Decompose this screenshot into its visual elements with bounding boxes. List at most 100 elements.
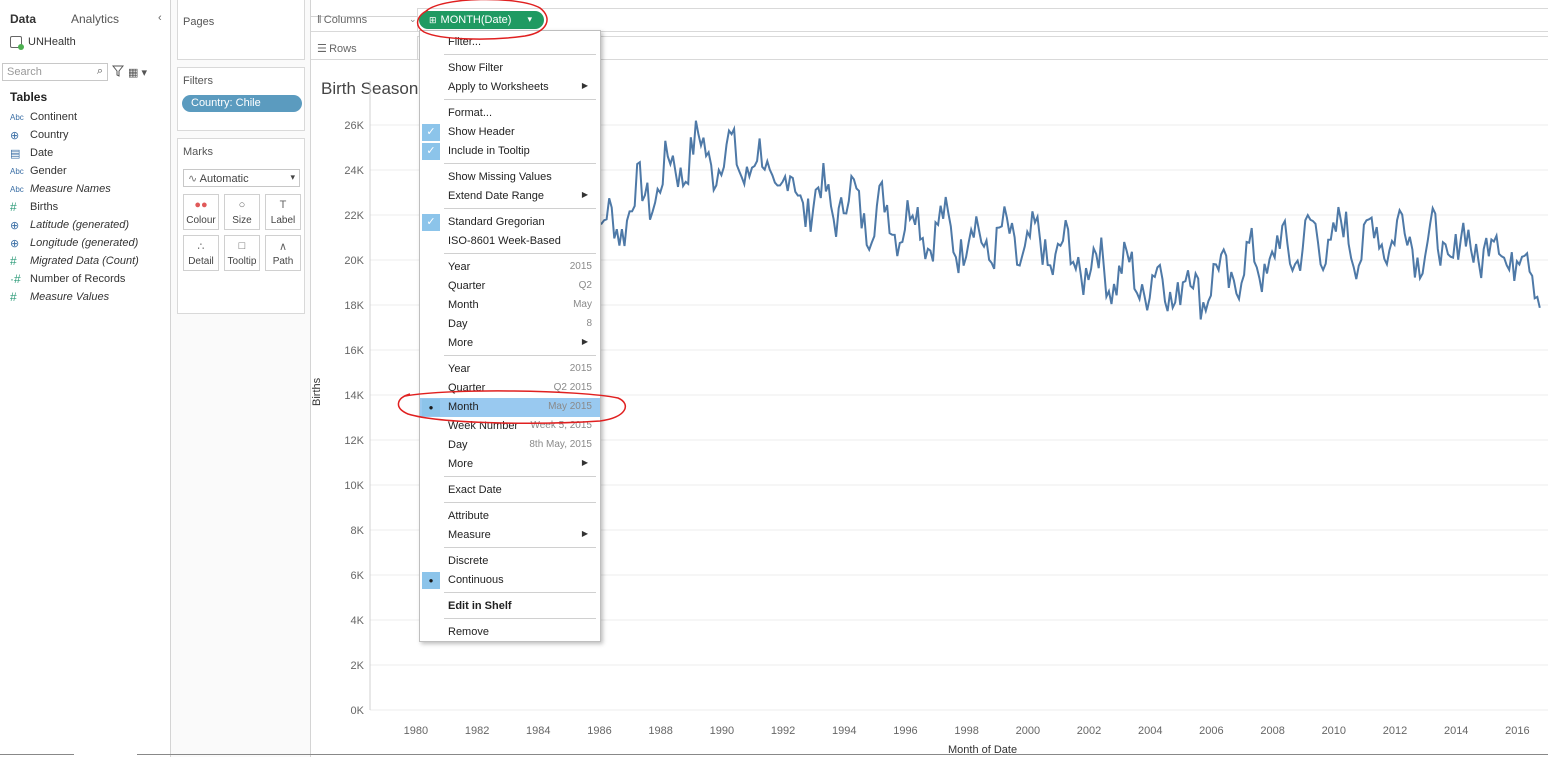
- bottom-divider: [0, 754, 74, 755]
- menu-item-label: Month: [448, 299, 479, 311]
- field-number-of-records[interactable]: ·# Number of Records: [10, 270, 170, 288]
- menu-item-include-in-tooltip[interactable]: ✓ Include in Tooltip: [420, 142, 600, 161]
- checkmark-icon: ✓: [422, 143, 440, 160]
- datasource[interactable]: UNHealth: [10, 36, 76, 50]
- filter-icon[interactable]: [111, 65, 125, 80]
- x-tick-label: 1992: [771, 725, 795, 737]
- menu-item-month[interactable]: Month May: [420, 296, 600, 315]
- field-births[interactable]: # Births: [10, 198, 170, 216]
- menu-item-year[interactable]: Year 2015: [420, 360, 600, 379]
- mark-colour-button[interactable]: ●● Colour: [183, 194, 219, 230]
- menu-item-quarter[interactable]: Quarter Q2: [420, 277, 600, 296]
- collapse-pane-icon[interactable]: ‹: [158, 12, 162, 24]
- mark-path-button[interactable]: ∧ Path: [265, 235, 301, 271]
- calendar-icon: ▤: [10, 147, 21, 160]
- y-tick-label: 6K: [351, 570, 365, 582]
- search-input[interactable]: Search ⌕: [2, 63, 108, 81]
- x-tick-label: 2000: [1016, 725, 1040, 737]
- rows-label-text: Rows: [329, 43, 357, 55]
- menu-item-more[interactable]: More ▶: [420, 334, 600, 353]
- mark-label-button[interactable]: T Label: [265, 194, 301, 230]
- menu-item-label: Continuous: [448, 574, 504, 586]
- menu-item-label: Quarter: [448, 280, 486, 292]
- y-tick-label: 20K: [344, 255, 364, 267]
- menu-item-day[interactable]: Day 8: [420, 315, 600, 334]
- chevron-down-icon: ▾: [290, 172, 295, 182]
- x-tick-label: 1986: [587, 725, 611, 737]
- marks-card: Marks ∿ Automatic ▾ ●● Colour ○ Size T Label ∴…: [177, 138, 305, 314]
- menu-item-remove[interactable]: Remove: [420, 623, 600, 642]
- menu-item-label: More: [448, 337, 474, 349]
- menu-item-month[interactable]: ● Month May 2015: [420, 398, 600, 417]
- menu-item-label: Year: [448, 261, 471, 273]
- menu-item-edit-in-shelf[interactable]: Edit in Shelf: [420, 597, 600, 616]
- menu-item-label: Discrete: [448, 555, 489, 567]
- menu-item-year[interactable]: Year 2015: [420, 258, 600, 277]
- x-axis-label: Month of Date: [948, 744, 1018, 756]
- field-continent[interactable]: Abc Continent: [10, 108, 170, 126]
- field-date[interactable]: ▤ Date: [10, 144, 170, 162]
- menu-item-label: Year: [448, 363, 471, 375]
- filter-pill-country[interactable]: Country: Chile: [182, 95, 302, 112]
- menu-item-show-filter[interactable]: Show Filter: [420, 59, 600, 78]
- x-tick-label: 2002: [1077, 725, 1101, 737]
- field-measure-names[interactable]: Abc Measure Names: [10, 180, 170, 198]
- menu-item-show-header[interactable]: ✓ Show Header: [420, 123, 600, 142]
- field-measure-values[interactable]: # Measure Values: [10, 288, 170, 306]
- field-name: Measure Names: [30, 183, 111, 195]
- field-name: Date: [30, 147, 54, 159]
- radio-dot-icon: ●: [422, 399, 440, 416]
- field-migrated-data-count-[interactable]: # Migrated Data (Count): [10, 252, 170, 270]
- tab-analytics[interactable]: Analytics: [71, 12, 120, 26]
- menu-item-quarter[interactable]: Quarter Q2 2015: [420, 379, 600, 398]
- field-latitude-generated-[interactable]: ⊕ Latitude (generated): [10, 216, 170, 234]
- menu-item-attribute[interactable]: Attribute: [420, 507, 600, 526]
- radio-dot-icon: ●: [422, 572, 440, 589]
- menu-item-standard-gregorian[interactable]: ✓ Standard Gregorian: [420, 213, 600, 232]
- menu-item-apply-to-worksheets[interactable]: Apply to Worksheets ▶: [420, 78, 600, 97]
- field-gender[interactable]: Abc Gender: [10, 162, 170, 180]
- x-tick-label: 1990: [710, 725, 734, 737]
- menu-item-value: May 2015: [548, 401, 592, 412]
- mark-detail-button[interactable]: ∴ Detail: [183, 235, 219, 271]
- number-type-icon: #: [10, 254, 17, 268]
- menu-item-label: Format...: [448, 107, 493, 119]
- menu-item-extend-date-range[interactable]: Extend Date Range ▶: [420, 187, 600, 206]
- menu-item-discrete[interactable]: Discrete: [420, 552, 600, 571]
- menu-item-exact-date[interactable]: Exact Date: [420, 481, 600, 500]
- menu-item-label: Include in Tooltip: [448, 145, 530, 157]
- menu-item-more[interactable]: More ▶: [420, 455, 600, 474]
- menu-item-week-number[interactable]: Week Number Week 5, 2015: [420, 417, 600, 436]
- tab-data[interactable]: Data: [10, 12, 37, 26]
- submenu-arrow-icon: ▶: [581, 458, 588, 467]
- rows-shelf: ☰ Rows: [311, 36, 1548, 60]
- menu-item-value: 2015: [569, 363, 592, 374]
- menu-item-measure[interactable]: Measure ▶: [420, 526, 600, 545]
- menu-item-show-missing-values[interactable]: Show Missing Values: [420, 168, 600, 187]
- globe-icon: ⊕: [10, 237, 20, 250]
- field-country[interactable]: ⊕ Country: [10, 126, 170, 144]
- menu-item-value: 8: [586, 318, 592, 329]
- rows-drop-area[interactable]: [417, 36, 1548, 60]
- menu-item-label: Day: [448, 318, 468, 330]
- mark-type-dropdown[interactable]: ∿ Automatic ▾: [183, 169, 300, 187]
- pages-title: Pages: [183, 16, 215, 28]
- series-line-births[interactable]: [580, 120, 1541, 320]
- menu-item-label: Show Header: [448, 126, 515, 138]
- menu-item-continuous[interactable]: ● Continuous: [420, 571, 600, 590]
- submenu-arrow-icon: ▶: [581, 81, 588, 90]
- columns-drop-area[interactable]: [417, 8, 1548, 32]
- menu-item-format[interactable]: Format...: [420, 104, 600, 123]
- menu-item-iso-8601-week-based[interactable]: ISO-8601 Week-Based: [420, 232, 600, 251]
- label-icon: T: [279, 199, 287, 211]
- menu-item-filter[interactable]: Filter...: [420, 33, 600, 52]
- mark-tooltip-button[interactable]: □ Tooltip: [224, 235, 260, 271]
- mark-size-button[interactable]: ○ Size: [224, 194, 260, 230]
- field-longitude-generated-[interactable]: ⊕ Longitude (generated): [10, 234, 170, 252]
- menu-item-day[interactable]: Day 8th May, 2015: [420, 436, 600, 455]
- month-date-pill[interactable]: ⊞ MONTH(Date) ▾: [419, 11, 544, 29]
- view-options-icon[interactable]: ▦ ▾: [128, 66, 147, 79]
- field-name: Country: [30, 129, 69, 141]
- x-tick-label: 1998: [954, 725, 978, 737]
- y-tick-label: 10K: [344, 480, 364, 492]
